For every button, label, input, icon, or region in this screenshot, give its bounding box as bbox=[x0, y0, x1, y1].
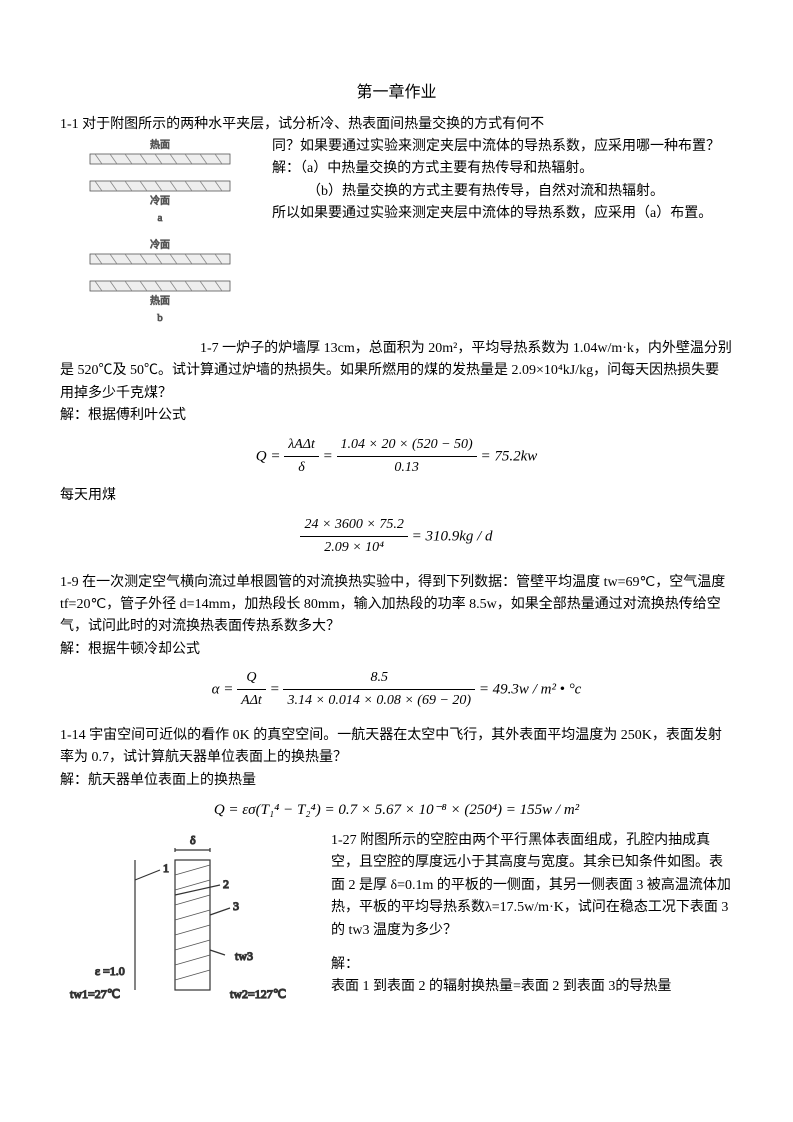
page-title: 第一章作业 bbox=[60, 80, 733, 106]
svg-text:δ: δ bbox=[190, 833, 196, 847]
svg-text:2: 2 bbox=[223, 877, 229, 891]
p1-1-conclusion: 所以如果要通过实验来测定夹层中流体的导热系数，应采用（a）布置。 bbox=[272, 203, 733, 225]
p1-14-formula: Q = εσ(T₁⁴ − T₂⁴) = 0.7 × 5.67 × 10⁻⁸ × … bbox=[60, 798, 733, 822]
svg-text:tw3: tw3 bbox=[235, 949, 253, 963]
problem-1-1-body: 热面 冷面 a bbox=[60, 136, 733, 336]
p1-1-ans-a: 解：（a）中热量交换的方式主要有热传导和热辐射。 bbox=[272, 158, 733, 180]
p1-27-sol-label: 解： bbox=[331, 954, 733, 976]
svg-text:tw1=27℃: tw1=27℃ bbox=[70, 987, 120, 1001]
p1-7-formula-2: 24 × 3600 × 75.22.09 × 10⁴ = 310.9kg / d bbox=[60, 514, 733, 560]
diagram-1-27: δ bbox=[60, 830, 315, 1028]
svg-text:a: a bbox=[158, 212, 163, 224]
p1-7-daily-label: 每天用煤 bbox=[60, 485, 733, 507]
problem-1-14-text: 1-14 宇宙空间可近似的看作 0K 的真空空间。一航天器在太空中飞行，其外表面… bbox=[60, 725, 733, 770]
diagram-1-1: 热面 冷面 a bbox=[60, 136, 260, 336]
cavity-diagram-icon: δ bbox=[60, 830, 315, 1020]
svg-text:冷面: 冷面 bbox=[150, 194, 170, 207]
p1-1-ans-b: （b）热量交换的方式主要有热传导，自然对流和热辐射。 bbox=[272, 181, 733, 203]
svg-text:b: b bbox=[157, 312, 163, 324]
layer-diagram-icon: 热面 冷面 a bbox=[60, 136, 260, 336]
p1-7-formula-1: Q = λAΔtδ = 1.04 × 20 × (520 − 50)0.13 =… bbox=[60, 434, 733, 480]
svg-text:3: 3 bbox=[233, 899, 239, 913]
svg-text:热面: 热面 bbox=[150, 138, 170, 151]
p1-14-solution-label: 解：航天器单位表面上的换热量 bbox=[60, 770, 733, 792]
problem-1-27: δ bbox=[60, 830, 733, 1028]
svg-text:ε =1.0: ε =1.0 bbox=[95, 964, 125, 978]
svg-text:冷面: 冷面 bbox=[150, 238, 170, 251]
svg-text:1: 1 bbox=[163, 861, 169, 875]
svg-text:tw2=127℃: tw2=127℃ bbox=[230, 987, 286, 1001]
problem-1-9-text: 1-9 在一次测定空气横向流过单根圆管的对流换热实验中，得到下列数据：管壁平均温… bbox=[60, 572, 733, 639]
svg-text:热面: 热面 bbox=[150, 294, 170, 307]
p1-9-formula: α = QAΔt = 8.53.14 × 0.014 × 0.08 × (69 … bbox=[60, 667, 733, 713]
p1-1-right-q: 同？如果要通过实验来测定夹层中流体的导热系数，应采用哪一种布置？ bbox=[272, 136, 733, 158]
p1-7-solution-label: 解：根据傅利叶公式 bbox=[60, 405, 733, 427]
p1-27-text: 1-27 附图所示的空腔由两个平行黑体表面组成，孔腔内抽成真空，且空腔的厚度远小… bbox=[331, 830, 733, 942]
problem-1-1-intro: 1-1 对于附图所示的两种水平夹层，试分析冷、热表面间热量交换的方式有何不 bbox=[60, 114, 733, 136]
p1-27-equation-text: 表面 1 到表面 2 的辐射换热量=表面 2 到表面 3的导热量 bbox=[331, 976, 733, 998]
problem-1-7-text: 1-7 一炉子的炉墙厚 13cm，总面积为 20m²，平均导热系数为 1.04w… bbox=[60, 338, 733, 405]
p1-9-solution-label: 解：根据牛顿冷却公式 bbox=[60, 639, 733, 661]
